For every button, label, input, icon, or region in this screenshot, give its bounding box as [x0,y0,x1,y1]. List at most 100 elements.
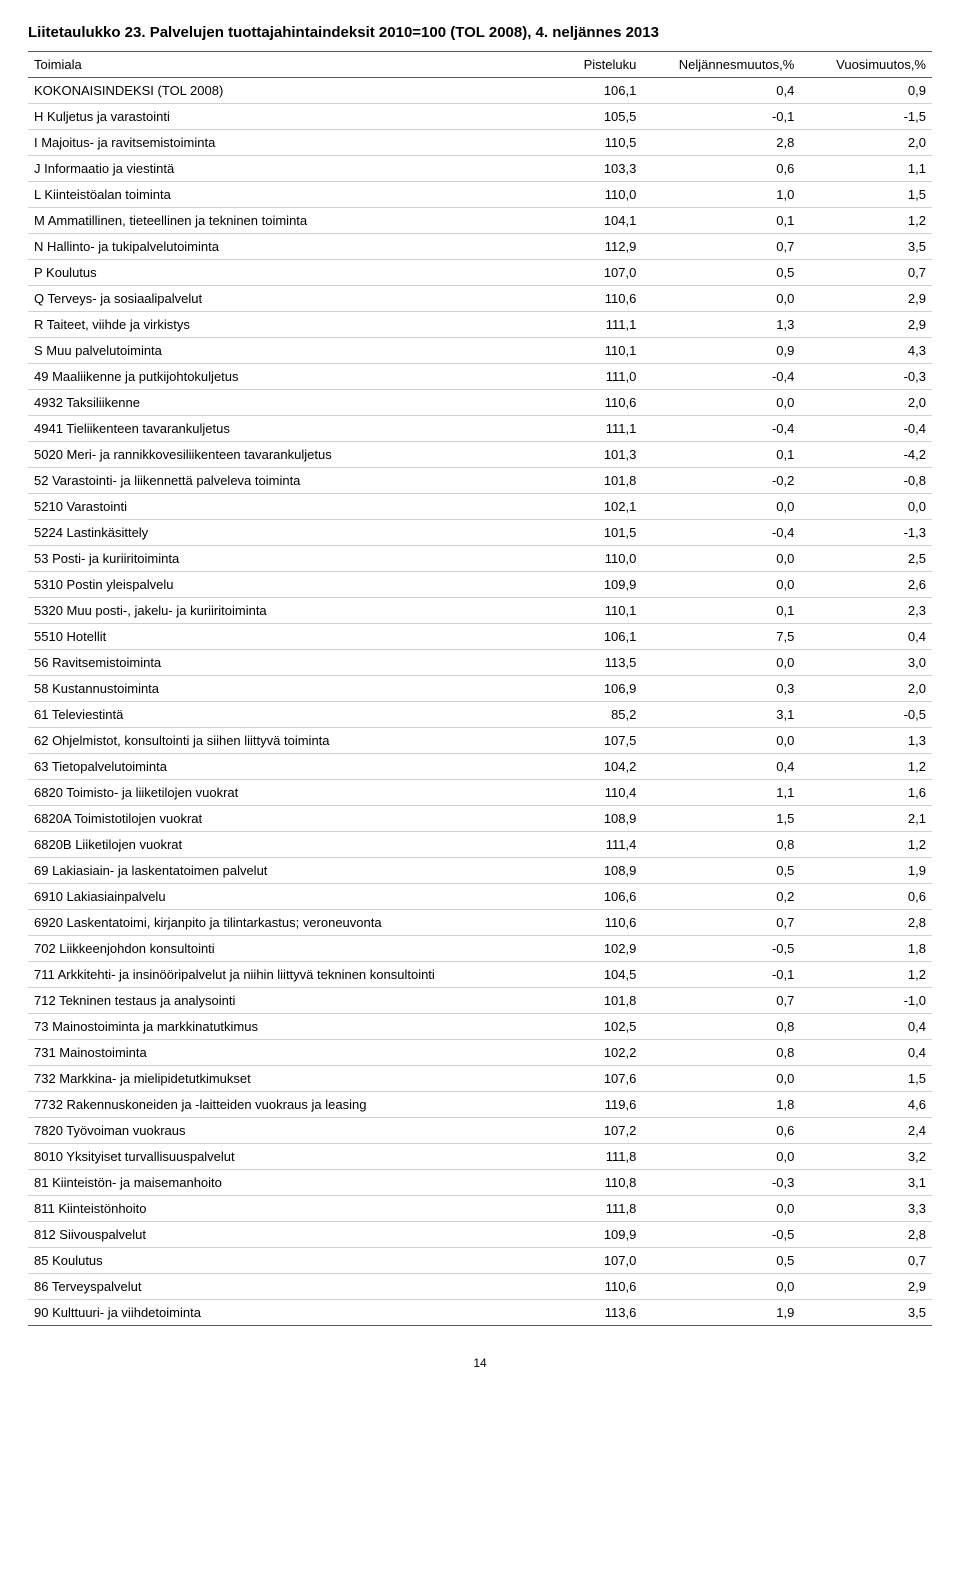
row-label: M Ammatillinen, tieteellinen ja tekninen… [28,208,537,234]
table-row: 63 Tietopalvelutoiminta104,20,41,2 [28,754,932,780]
row-label: 58 Kustannustoiminta [28,676,537,702]
table-row: 58 Kustannustoiminta106,90,32,0 [28,676,932,702]
row-label: 6820B Liiketilojen vuokrat [28,832,537,858]
row-value: 3,5 [800,234,932,260]
row-value: -4,2 [800,442,932,468]
row-value: 1,3 [800,728,932,754]
row-value: 2,8 [642,130,800,156]
row-value: 1,0 [642,182,800,208]
table-row: 8010 Yksityiset turvallisuuspalvelut111,… [28,1144,932,1170]
row-value: -0,2 [642,468,800,494]
row-label: 5310 Postin yleispalvelu [28,572,537,598]
row-value: 0,4 [642,754,800,780]
row-value: -0,4 [642,520,800,546]
row-value: -1,3 [800,520,932,546]
row-value: 2,8 [800,1222,932,1248]
table-row: 6920 Laskentatoimi, kirjanpito ja tilint… [28,910,932,936]
table-row: 731 Mainostoiminta102,20,80,4 [28,1040,932,1066]
row-value: 0,9 [642,338,800,364]
table-row: 812 Siivouspalvelut109,9-0,52,8 [28,1222,932,1248]
table-row: Q Terveys- ja sosiaalipalvelut110,60,02,… [28,286,932,312]
row-value: 107,5 [537,728,642,754]
table-row: 90 Kulttuuri- ja viihdetoiminta113,61,93… [28,1300,932,1326]
row-value: 119,6 [537,1092,642,1118]
row-value: 106,1 [537,624,642,650]
row-label: 85 Koulutus [28,1248,537,1274]
table-row: J Informaatio ja viestintä103,30,61,1 [28,156,932,182]
row-value: 104,5 [537,962,642,988]
row-value: 101,3 [537,442,642,468]
col-header-neljannesmuutos: Neljännesmuutos,% [642,52,800,78]
row-value: 2,0 [800,390,932,416]
row-label: N Hallinto- ja tukipalvelutoiminta [28,234,537,260]
row-value: 101,8 [537,988,642,1014]
table-row: 7732 Rakennuskoneiden ja -laitteiden vuo… [28,1092,932,1118]
row-value: 110,4 [537,780,642,806]
row-value: 0,4 [642,78,800,104]
row-value: 0,6 [800,884,932,910]
row-value: 0,0 [642,494,800,520]
row-value: 0,8 [642,1014,800,1040]
row-label: R Taiteet, viihde ja virkistys [28,312,537,338]
table-row: 61 Televiestintä85,23,1-0,5 [28,702,932,728]
row-value: 104,1 [537,208,642,234]
row-value: 0,0 [642,572,800,598]
table-row: KOKONAISINDEKSI (TOL 2008)106,10,40,9 [28,78,932,104]
table-row: P Koulutus107,00,50,7 [28,260,932,286]
row-label: 6910 Lakiasiainpalvelu [28,884,537,910]
row-value: -0,1 [642,104,800,130]
row-value: 2,4 [800,1118,932,1144]
row-value: 0,7 [800,1248,932,1274]
row-label: 7820 Työvoiman vuokraus [28,1118,537,1144]
row-label: L Kiinteistöalan toiminta [28,182,537,208]
row-value: 2,6 [800,572,932,598]
row-value: 0,4 [800,624,932,650]
row-value: 0,1 [642,598,800,624]
table-row: 62 Ohjelmistot, konsultointi ja siihen l… [28,728,932,754]
row-label: 812 Siivouspalvelut [28,1222,537,1248]
row-value: 0,7 [642,988,800,1014]
row-label: 5224 Lastinkäsittely [28,520,537,546]
row-label: 4941 Tieliikenteen tavarankuljetus [28,416,537,442]
row-value: 108,9 [537,806,642,832]
row-label: 52 Varastointi- ja liikennettä palveleva… [28,468,537,494]
row-label: 6920 Laskentatoimi, kirjanpito ja tilint… [28,910,537,936]
row-value: 102,5 [537,1014,642,1040]
row-value: 106,6 [537,884,642,910]
row-value: 1,9 [800,858,932,884]
row-value: 3,5 [800,1300,932,1326]
row-value: -0,5 [642,936,800,962]
row-label: 69 Lakiasiain- ja laskentatoimen palvelu… [28,858,537,884]
row-value: 0,4 [800,1040,932,1066]
row-label: 5510 Hotellit [28,624,537,650]
row-value: 110,6 [537,286,642,312]
table-row: 49 Maaliikenne ja putkijohtokuljetus111,… [28,364,932,390]
col-header-pisteluku: Pisteluku [537,52,642,78]
table-row: 5020 Meri- ja rannikkovesiliikenteen tav… [28,442,932,468]
row-value: 110,0 [537,182,642,208]
row-label: H Kuljetus ja varastointi [28,104,537,130]
table-row: 6820A Toimistotilojen vuokrat108,91,52,1 [28,806,932,832]
row-value: 105,5 [537,104,642,130]
row-value: 0,8 [642,832,800,858]
row-value: 1,3 [642,312,800,338]
table-row: 86 Terveyspalvelut110,60,02,9 [28,1274,932,1300]
row-value: 109,9 [537,572,642,598]
row-label: 56 Ravitsemistoiminta [28,650,537,676]
col-header-toimiala: Toimiala [28,52,537,78]
table-row: 73 Mainostoiminta ja markkinatutkimus102… [28,1014,932,1040]
row-value: -0,3 [800,364,932,390]
row-value: 109,9 [537,1222,642,1248]
row-value: 4,6 [800,1092,932,1118]
row-value: 1,5 [800,182,932,208]
row-value: 108,9 [537,858,642,884]
row-value: 0,0 [642,546,800,572]
row-value: -0,4 [642,416,800,442]
row-value: 1,2 [800,832,932,858]
row-value: 1,2 [800,208,932,234]
row-value: 110,1 [537,598,642,624]
row-value: 0,0 [642,650,800,676]
row-value: 2,1 [800,806,932,832]
row-value: 2,5 [800,546,932,572]
row-label: 732 Markkina- ja mielipidetutkimukset [28,1066,537,1092]
